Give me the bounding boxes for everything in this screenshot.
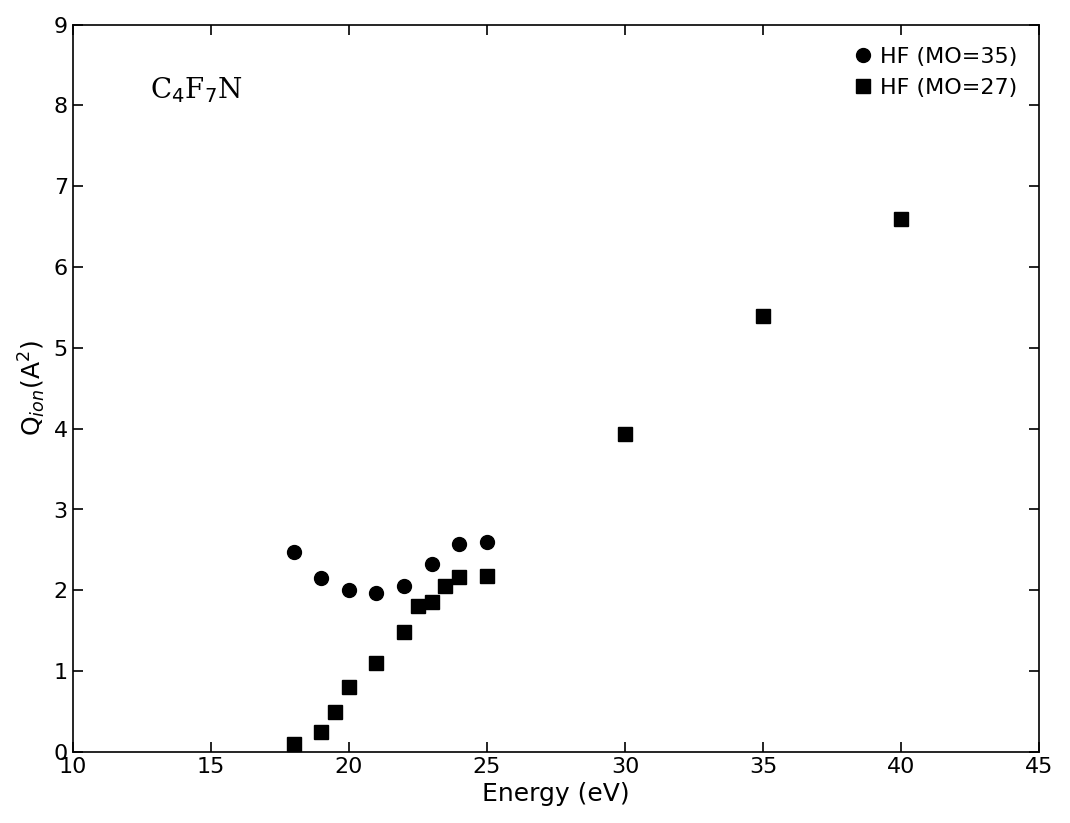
HF (MO=27) [398,627,411,637]
X-axis label: Energy (eV): Energy (eV) [483,783,630,807]
HF (MO=27) [895,214,907,224]
Text: C$_4$F$_7$N: C$_4$F$_7$N [150,76,243,105]
HF (MO=27) [412,602,425,611]
HF (MO=27) [370,658,383,668]
HF (MO=35) [425,560,438,570]
HF (MO=35) [480,537,493,546]
HF (MO=35) [398,581,411,591]
Y-axis label: Q$_{ion}$(A$^2$): Q$_{ion}$(A$^2$) [17,341,48,436]
HF (MO=27) [756,310,769,320]
HF (MO=35) [370,588,383,597]
HF (MO=35) [342,585,355,595]
HF (MO=35) [315,574,327,584]
Line: HF (MO=27): HF (MO=27) [287,212,908,751]
HF (MO=27) [439,581,452,591]
HF (MO=27) [342,682,355,692]
HF (MO=27) [618,430,631,439]
HF (MO=27) [425,597,438,607]
HF (MO=35) [287,546,300,556]
HF (MO=27) [453,572,465,582]
HF (MO=27) [287,739,300,749]
Legend: HF (MO=35), HF (MO=27): HF (MO=35), HF (MO=27) [846,35,1028,109]
HF (MO=27) [315,727,327,737]
Line: HF (MO=35): HF (MO=35) [287,535,494,600]
HF (MO=35) [453,539,465,549]
HF (MO=27) [480,571,493,581]
HF (MO=27) [328,707,341,717]
